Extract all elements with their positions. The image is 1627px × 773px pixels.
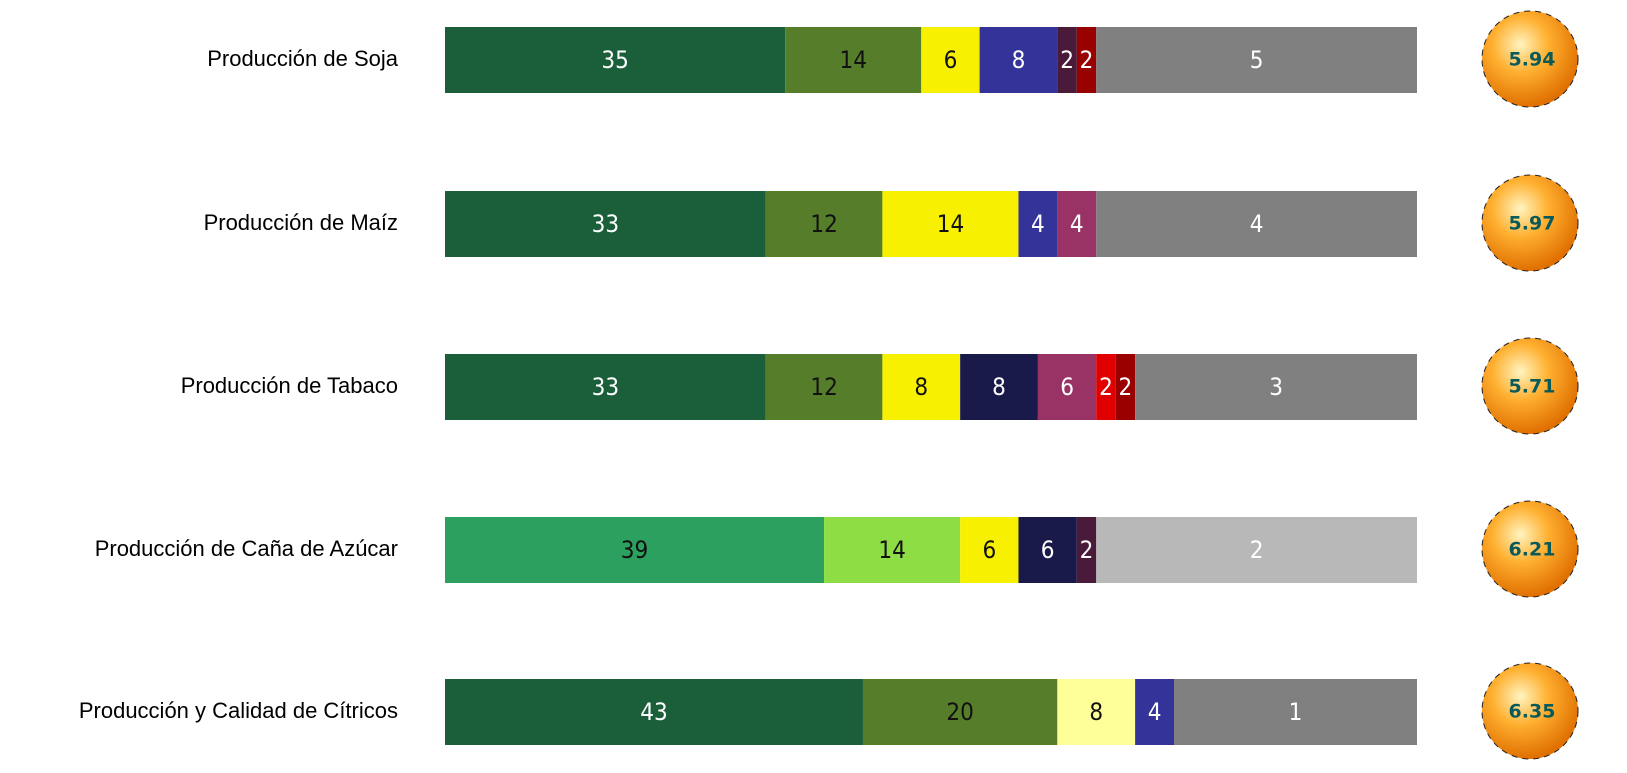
segment-label: 20 (946, 698, 973, 726)
segment-label: 12 (810, 373, 837, 401)
category-label: Producción de Soja (207, 46, 399, 71)
score-circle (1481, 662, 1579, 760)
segment-label: 2 (1060, 46, 1074, 74)
rest-segment (1174, 679, 1417, 745)
rest-segment (1096, 191, 1417, 257)
bar-segment (1076, 517, 1097, 583)
category-label: Producción y Calidad de Cítricos (79, 698, 398, 723)
segment-label: 8 (1012, 46, 1026, 74)
segment-label: 39 (621, 536, 648, 564)
segment-label: 35 (601, 46, 628, 74)
bar-segment (1018, 191, 1058, 257)
segment-label: 33 (592, 373, 619, 401)
segment-label: 14 (937, 210, 964, 238)
rest-label: 1 (1289, 698, 1303, 726)
score-circle (1481, 10, 1579, 108)
bar-segment (445, 354, 766, 420)
segment-label: 6 (982, 536, 996, 564)
bar-segment (445, 191, 766, 257)
segment-label: 6 (944, 46, 958, 74)
bar-segment (1076, 27, 1097, 93)
bar-segment (1057, 191, 1097, 257)
segment-label: 4 (1070, 210, 1084, 238)
category-label: Producción de Maíz (204, 210, 398, 235)
rest-label: 3 (1269, 373, 1283, 401)
segment-label: 8 (992, 373, 1006, 401)
category-label: Producción de Caña de Azúcar (95, 536, 398, 561)
bar-segment (882, 191, 1019, 257)
score-circle (1481, 337, 1579, 435)
bar-segment (1057, 27, 1077, 93)
bar-segment (1057, 679, 1136, 745)
bar-segment (445, 27, 786, 93)
bar-segment (765, 354, 883, 420)
score-label: 5.94 (1509, 49, 1556, 71)
segment-label: 8 (1089, 698, 1103, 726)
bar-segment (785, 27, 922, 93)
segment-label: 6 (1041, 536, 1055, 564)
segment-label: 4 (1031, 210, 1045, 238)
bar-segment (1135, 679, 1174, 745)
segment-label: 43 (640, 698, 667, 726)
segment-label: 8 (914, 373, 928, 401)
bar-segment (1115, 354, 1136, 420)
score-label: 6.21 (1509, 539, 1556, 561)
segment-label: 2 (1099, 373, 1113, 401)
bar-segment (1096, 354, 1116, 420)
bar-segment (824, 517, 961, 583)
score-circle (1481, 174, 1579, 272)
segment-label: 6 (1060, 373, 1074, 401)
segment-label: 14 (840, 46, 867, 74)
category-label: Producción de Tabaco (181, 373, 398, 398)
bar-segment (765, 191, 883, 257)
score-circle (1481, 500, 1579, 598)
bar-segment (862, 679, 1058, 745)
rest-segment (1096, 27, 1417, 93)
rest-label: 2 (1250, 536, 1264, 564)
bar-segment (921, 27, 980, 93)
rest-label: 4 (1250, 210, 1264, 238)
segment-label: 33 (592, 210, 619, 238)
bar-segment (445, 517, 825, 583)
bar-segment (445, 679, 863, 745)
bar-segment (960, 354, 1038, 420)
bar-segment (882, 354, 961, 420)
bar-segment (979, 27, 1058, 93)
segment-label: 14 (878, 536, 905, 564)
rest-segment (1135, 354, 1417, 420)
rest-label: 5 (1250, 46, 1264, 74)
segment-label: 12 (810, 210, 837, 238)
bar-segment (1037, 354, 1097, 420)
score-label: 5.97 (1509, 213, 1556, 235)
rest-segment (1096, 517, 1417, 583)
bar-segment (960, 517, 1019, 583)
score-label: 5.71 (1509, 376, 1556, 398)
segment-label: 4 (1148, 698, 1162, 726)
score-label: 6.35 (1509, 701, 1556, 723)
bar-segment (1018, 517, 1077, 583)
segment-label: 2 (1080, 46, 1094, 74)
segment-label: 2 (1119, 373, 1133, 401)
segment-label: 2 (1080, 536, 1094, 564)
